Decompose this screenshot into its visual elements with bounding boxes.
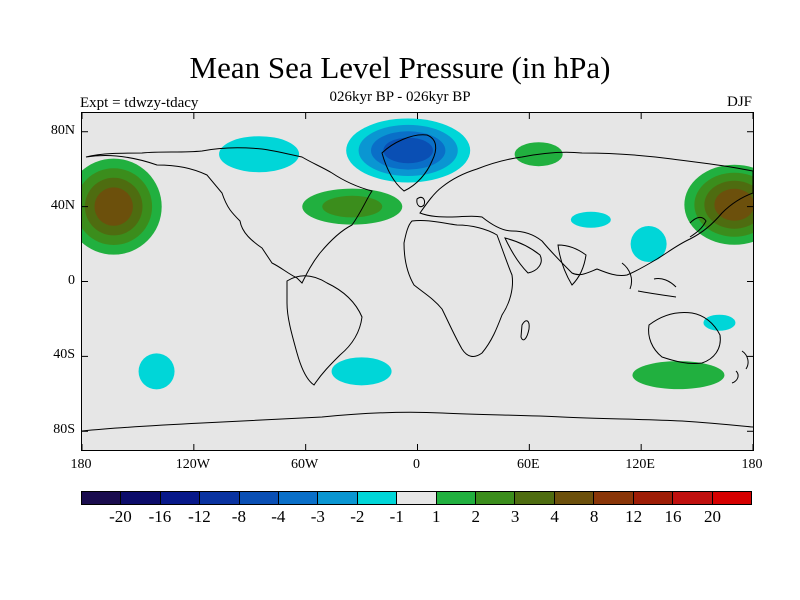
anomaly-north-pacific-positive-east [684,164,753,245]
colorbar-label: 16 [664,507,682,526]
map-title: Mean Sea Level Pressure (in hPa) [189,50,611,85]
colorbar [81,491,752,505]
colorbar-swatch [318,492,358,504]
anomaly-level [714,188,753,221]
lon-tick-label: 120E [625,457,655,472]
colorbar-swatch [712,492,751,504]
colorbar-swatch [200,492,240,504]
anomaly-level [138,353,175,390]
colorbar-label: -1 [389,507,404,526]
colorbar-swatch [554,492,595,504]
anomaly-level [219,136,300,173]
lon-tick-label: 180 [70,457,92,472]
colorbar-label: -2 [350,507,365,526]
lat-tick-label: 40S [53,347,75,363]
anomaly-layer [82,118,753,390]
colorbar-label: -3 [310,507,325,526]
colorbar-label: -16 [148,507,172,526]
lon-tick-label: 0 [413,457,420,472]
anomaly-arabian-sea-negative [570,211,611,228]
lat-tick-label: 80S [53,422,75,438]
anomaly-level [383,137,433,164]
anomaly-central-atlantic-positive [302,188,403,225]
colorbar-label: 20 [704,507,722,526]
anomaly-level [703,314,736,331]
lon-tick-label: 180 [741,457,763,472]
season-label: DJF [726,94,752,110]
anomaly-level [632,361,725,390]
colorbar-label: -12 [188,507,211,526]
lat-tick-label: 40N [50,197,75,213]
colorbar-label: 4 [550,507,559,526]
colorbar-swatch [357,492,398,504]
map-canvas [82,113,753,450]
colorbar-label: -20 [109,507,132,526]
anomaly-level [570,211,611,228]
anomaly-north-atlantic-negative [346,118,471,183]
colorbar-label: -4 [271,507,286,526]
anomaly-south-pacific-negative [138,353,175,390]
map-plot-area [81,112,754,451]
lat-tick-label: 0 [68,272,75,288]
anomaly-canadian-arctic-negative [219,136,300,173]
lon-tick-label: 120W [175,457,210,472]
anomaly-level [322,195,383,218]
colorbar-swatch [594,492,634,504]
anomaly-north-pacific-positive-west [82,158,162,255]
colorbar-label: 8 [589,507,599,526]
anomaly-level [331,357,392,386]
anomaly-tasman-negative [703,314,736,331]
colorbar-swatch [436,492,477,504]
colorbar-swatch [515,492,555,504]
anomaly-southern-ocean-positive [632,361,725,390]
colorbar-swatch [239,492,280,504]
lon-tick-label: 60E [517,457,540,472]
lon-tick-label: 60W [291,457,319,472]
lon-ticks [82,113,753,450]
colorbar-label: 12 [625,507,643,526]
map-subtitle: 026kyr BP - 026kyr BP [329,89,471,105]
colorbar-label: -8 [231,507,246,526]
anomaly-south-atlantic-negative [331,357,392,386]
colorbar-swatch [633,492,674,504]
experiment-label: Expt = tdwzy-tdacy [80,95,199,111]
colorbar-label: 1 [431,507,441,526]
colorbar-swatch [279,492,319,504]
colorbar-swatch [673,492,713,504]
anomaly-level [630,226,667,263]
colorbar-swatch [476,492,516,504]
anomaly-east-asia-negative [630,226,667,263]
anomaly-level [94,187,133,226]
lat-ticks [82,131,753,432]
colorbar-swatch [397,492,437,504]
colorbar-swatch [121,492,161,504]
colorbar-swatch [160,492,201,504]
colorbar-label: 2 [471,507,480,526]
colorbar-label: 3 [510,507,520,526]
lat-tick-label: 80N [50,122,75,138]
colorbar-swatch [82,492,122,504]
coastlines [82,134,753,432]
